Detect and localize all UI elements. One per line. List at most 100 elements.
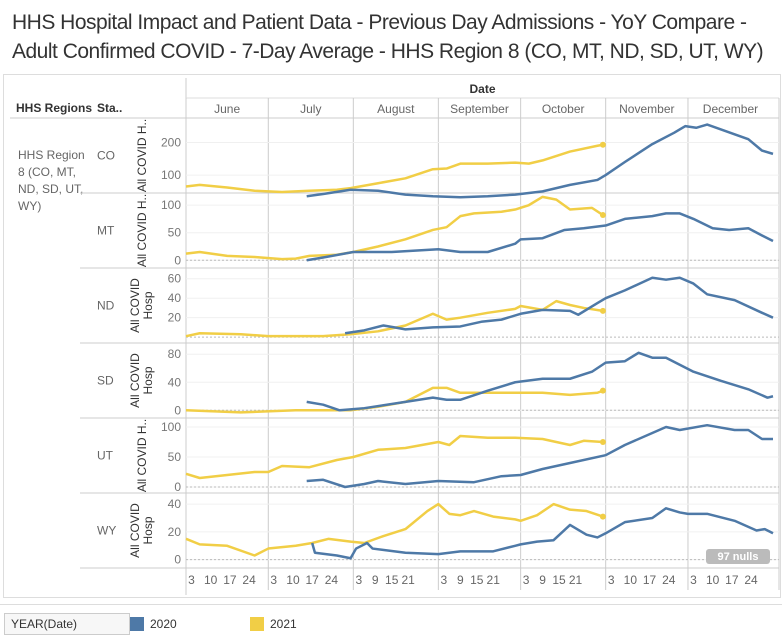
y-axis-title: All COVID: [128, 353, 142, 408]
legend-swatch-2020[interactable]: [130, 617, 144, 631]
y-tick-label: 0: [174, 253, 181, 267]
chart-title: HHS Hospital Impact and Patient Data - P…: [12, 8, 764, 66]
y-tick-label: 60: [168, 272, 182, 286]
x-tick-label: 3: [188, 573, 195, 587]
region-label-line: WY): [18, 199, 42, 213]
legend: YEAR(Date) 2020 2021: [0, 604, 782, 639]
month-label: August: [377, 102, 415, 116]
line-2021-SD: [185, 386, 604, 414]
x-tick-label: 17: [223, 573, 237, 587]
header-hhs-regions[interactable]: HHS Regions: [16, 101, 93, 115]
line-2021-CO: [185, 143, 604, 194]
x-tick-label: 24: [662, 573, 676, 587]
y-tick-label: 40: [168, 291, 182, 305]
x-tick-label: 15: [552, 573, 566, 587]
y-axis-title: Hosp: [141, 291, 155, 319]
x-tick-label: 21: [402, 573, 416, 587]
month-label: September: [450, 102, 509, 116]
y-tick-label: 40: [168, 497, 182, 511]
end-point-2021: [599, 513, 606, 520]
y-tick-label: 80: [168, 347, 182, 361]
y-tick-label: 50: [168, 226, 182, 240]
title-line-2: Adult Confirmed COVID - 7-Day Average - …: [12, 40, 764, 63]
y-axis-title: All COVID H..: [135, 119, 149, 192]
x-tick-label: 10: [624, 573, 638, 587]
month-label: July: [300, 102, 321, 116]
y-tick-label: 40: [168, 375, 182, 389]
y-tick-label: 100: [161, 420, 181, 434]
state-label-UT: UT: [97, 449, 114, 463]
x-tick-label: 21: [487, 573, 501, 587]
x-tick-label: 24: [242, 573, 256, 587]
x-tick-label: 10: [706, 573, 720, 587]
legend-swatch-2021[interactable]: [250, 617, 264, 631]
end-point-2021: [599, 307, 606, 314]
x-tick-label: 3: [355, 573, 362, 587]
month-label: December: [703, 102, 758, 116]
line-2020-CO: [306, 123, 774, 199]
title-line-1: HHS Hospital Impact and Patient Data - P…: [12, 11, 747, 34]
month-label: October: [542, 102, 585, 116]
line-2020-WY: [310, 507, 774, 560]
x-tick-label: 9: [372, 573, 379, 587]
line-2020-UT: [306, 423, 773, 489]
y-tick-label: 100: [161, 168, 181, 182]
y-tick-label: 100: [161, 198, 181, 212]
line-2021-WY: [185, 502, 604, 557]
line-2020-ND: [344, 276, 774, 335]
nulls-badge-text: 97 nulls: [718, 551, 759, 563]
x-axis-title: Date: [469, 82, 495, 96]
header-state[interactable]: Sta..: [97, 101, 123, 115]
line-2020-MT: [306, 212, 774, 262]
x-tick-label: 3: [440, 573, 447, 587]
x-tick-label: 21: [569, 573, 583, 587]
x-tick-label: 15: [470, 573, 484, 587]
month-label: June: [214, 102, 240, 116]
region-label-line: 8 (CO, MT,: [18, 165, 77, 179]
legend-label-2020[interactable]: 2020: [150, 617, 177, 631]
end-point-2021: [599, 141, 606, 148]
region-label: HHS Region 8 (CO, MT, ND, SD, UT, WY): [18, 147, 85, 215]
y-tick-label: 20: [168, 311, 182, 325]
line-2021-MT: [185, 195, 604, 261]
x-tick-label: 3: [608, 573, 615, 587]
end-point-2021: [599, 387, 606, 394]
state-label-ND: ND: [97, 299, 115, 313]
legend-field[interactable]: YEAR(Date): [4, 613, 130, 635]
x-tick-label: 17: [305, 573, 319, 587]
y-tick-label: 0: [174, 480, 181, 494]
x-tick-label: 15: [385, 573, 399, 587]
y-axis-title: Hosp: [141, 516, 155, 544]
line-2021-ND: [185, 299, 604, 338]
y-axis-title: All COVID: [128, 503, 142, 558]
region-label-line: ND, SD, UT,: [18, 182, 84, 196]
end-point-2021: [599, 439, 606, 445]
region-label-line: HHS Region: [18, 148, 85, 162]
y-axis-title: Hosp: [141, 366, 155, 394]
y-tick-label: 20: [168, 525, 182, 539]
chart-frame: [3, 74, 781, 598]
state-label-WY: WY: [97, 524, 116, 538]
x-tick-label: 9: [539, 573, 546, 587]
x-tick-label: 10: [286, 573, 300, 587]
y-tick-label: 50: [168, 450, 182, 464]
y-tick-label: 0: [174, 403, 181, 417]
y-axis-title: All COVID H..: [135, 194, 149, 267]
y-axis-title: All COVID H..: [135, 419, 149, 492]
nulls-badge: [706, 549, 770, 564]
line-2021-UT: [185, 434, 604, 480]
end-point-2021: [599, 212, 606, 219]
state-label-SD: SD: [97, 374, 114, 388]
y-tick-label: 0: [174, 553, 181, 567]
x-tick-label: 24: [325, 573, 339, 587]
x-tick-label: 3: [270, 573, 277, 587]
x-tick-label: 17: [643, 573, 657, 587]
x-tick-label: 3: [523, 573, 530, 587]
x-tick-label: 24: [744, 573, 758, 587]
x-tick-label: 9: [457, 573, 464, 587]
legend-label-2021[interactable]: 2021: [270, 617, 297, 631]
y-axis-title: All COVID: [128, 278, 142, 333]
month-label: November: [619, 102, 674, 116]
x-tick-label: 17: [725, 573, 739, 587]
